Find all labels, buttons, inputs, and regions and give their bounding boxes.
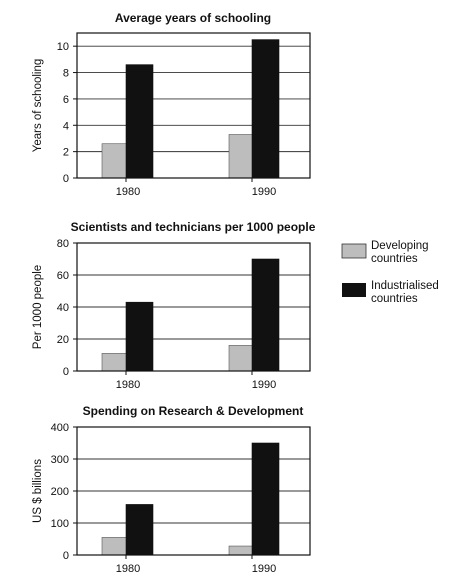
y-tick-label: 10 [57,41,69,53]
legend-swatch-industrialised [342,283,366,297]
bar-industrialised-1990 [251,39,280,179]
bar-industrialised-1990 [251,258,280,372]
y-axis-label: Per 1000 people [32,265,44,349]
y-tick-label: 80 [57,238,69,250]
bar-industrialised-1980 [125,504,154,556]
y-tick-label: 6 [63,94,69,106]
y-tick-label: 20 [57,334,69,346]
legend-label-developing-line2: countries [371,253,418,265]
y-tick-label: 100 [51,518,69,530]
y-tick-label: 60 [57,270,69,282]
legend-label-industrialised-line1: Industrialised [371,280,439,292]
x-tick-label: 1990 [252,379,276,391]
bar-developing-1990 [228,345,257,372]
x-tick-label: 1980 [116,379,140,391]
y-axis-label: Years of schooling [32,59,44,153]
chart-title: Scientists and technicians per 1000 peop… [71,220,316,234]
plot-frame [76,32,311,179]
y-tick-label: 300 [51,454,69,466]
x-tick-label: 1990 [252,186,276,198]
charts-group: Average years of schooling 0 2 4 6 8 10 1980 199… [32,11,316,575]
y-tick-label: 2 [63,147,69,159]
legend-label-developing-line1: Developing [371,240,429,252]
y-axis-label: US $ billions [32,459,44,523]
y-tick-label: 4 [63,120,69,132]
chart-2: Scientists and technicians per 1000 peop… [32,220,316,391]
chart-3: Spending on Research & Development 0 100 20… [32,404,311,575]
y-tick-label: 200 [51,486,69,498]
y-tick-label: 0 [63,173,69,185]
y-tick-label: 0 [63,550,69,562]
bar-industrialised-1980 [125,301,154,372]
legend-swatch-developing [341,243,367,259]
bar-developing-1980 [101,353,130,372]
x-tick-label: 1980 [116,563,140,575]
y-tick-label: 40 [57,302,69,314]
chart-title: Average years of schooling [115,11,271,25]
chart-1: Average years of schooling 0 2 4 6 8 10 1980 199… [32,11,311,198]
chart-title: Spending on Research & Development [83,404,304,418]
x-tick-label: 1980 [116,186,140,198]
y-tick-label: 0 [63,366,69,378]
legend-label-industrialised-line2: countries [371,293,418,305]
bar-developing-1990 [228,134,257,179]
x-tick-label: 1990 [252,563,276,575]
bar-developing-1980 [101,537,130,556]
plot-frame [76,426,311,556]
y-tick-label: 8 [63,68,69,80]
y-tick-label: 400 [51,422,69,434]
plot-frame [76,242,311,372]
bar-industrialised-1990 [251,442,280,556]
bar-developing-1980 [101,143,130,179]
bar-industrialised-1980 [125,64,154,179]
legend: Developing countries Industrialised coun… [341,240,439,305]
